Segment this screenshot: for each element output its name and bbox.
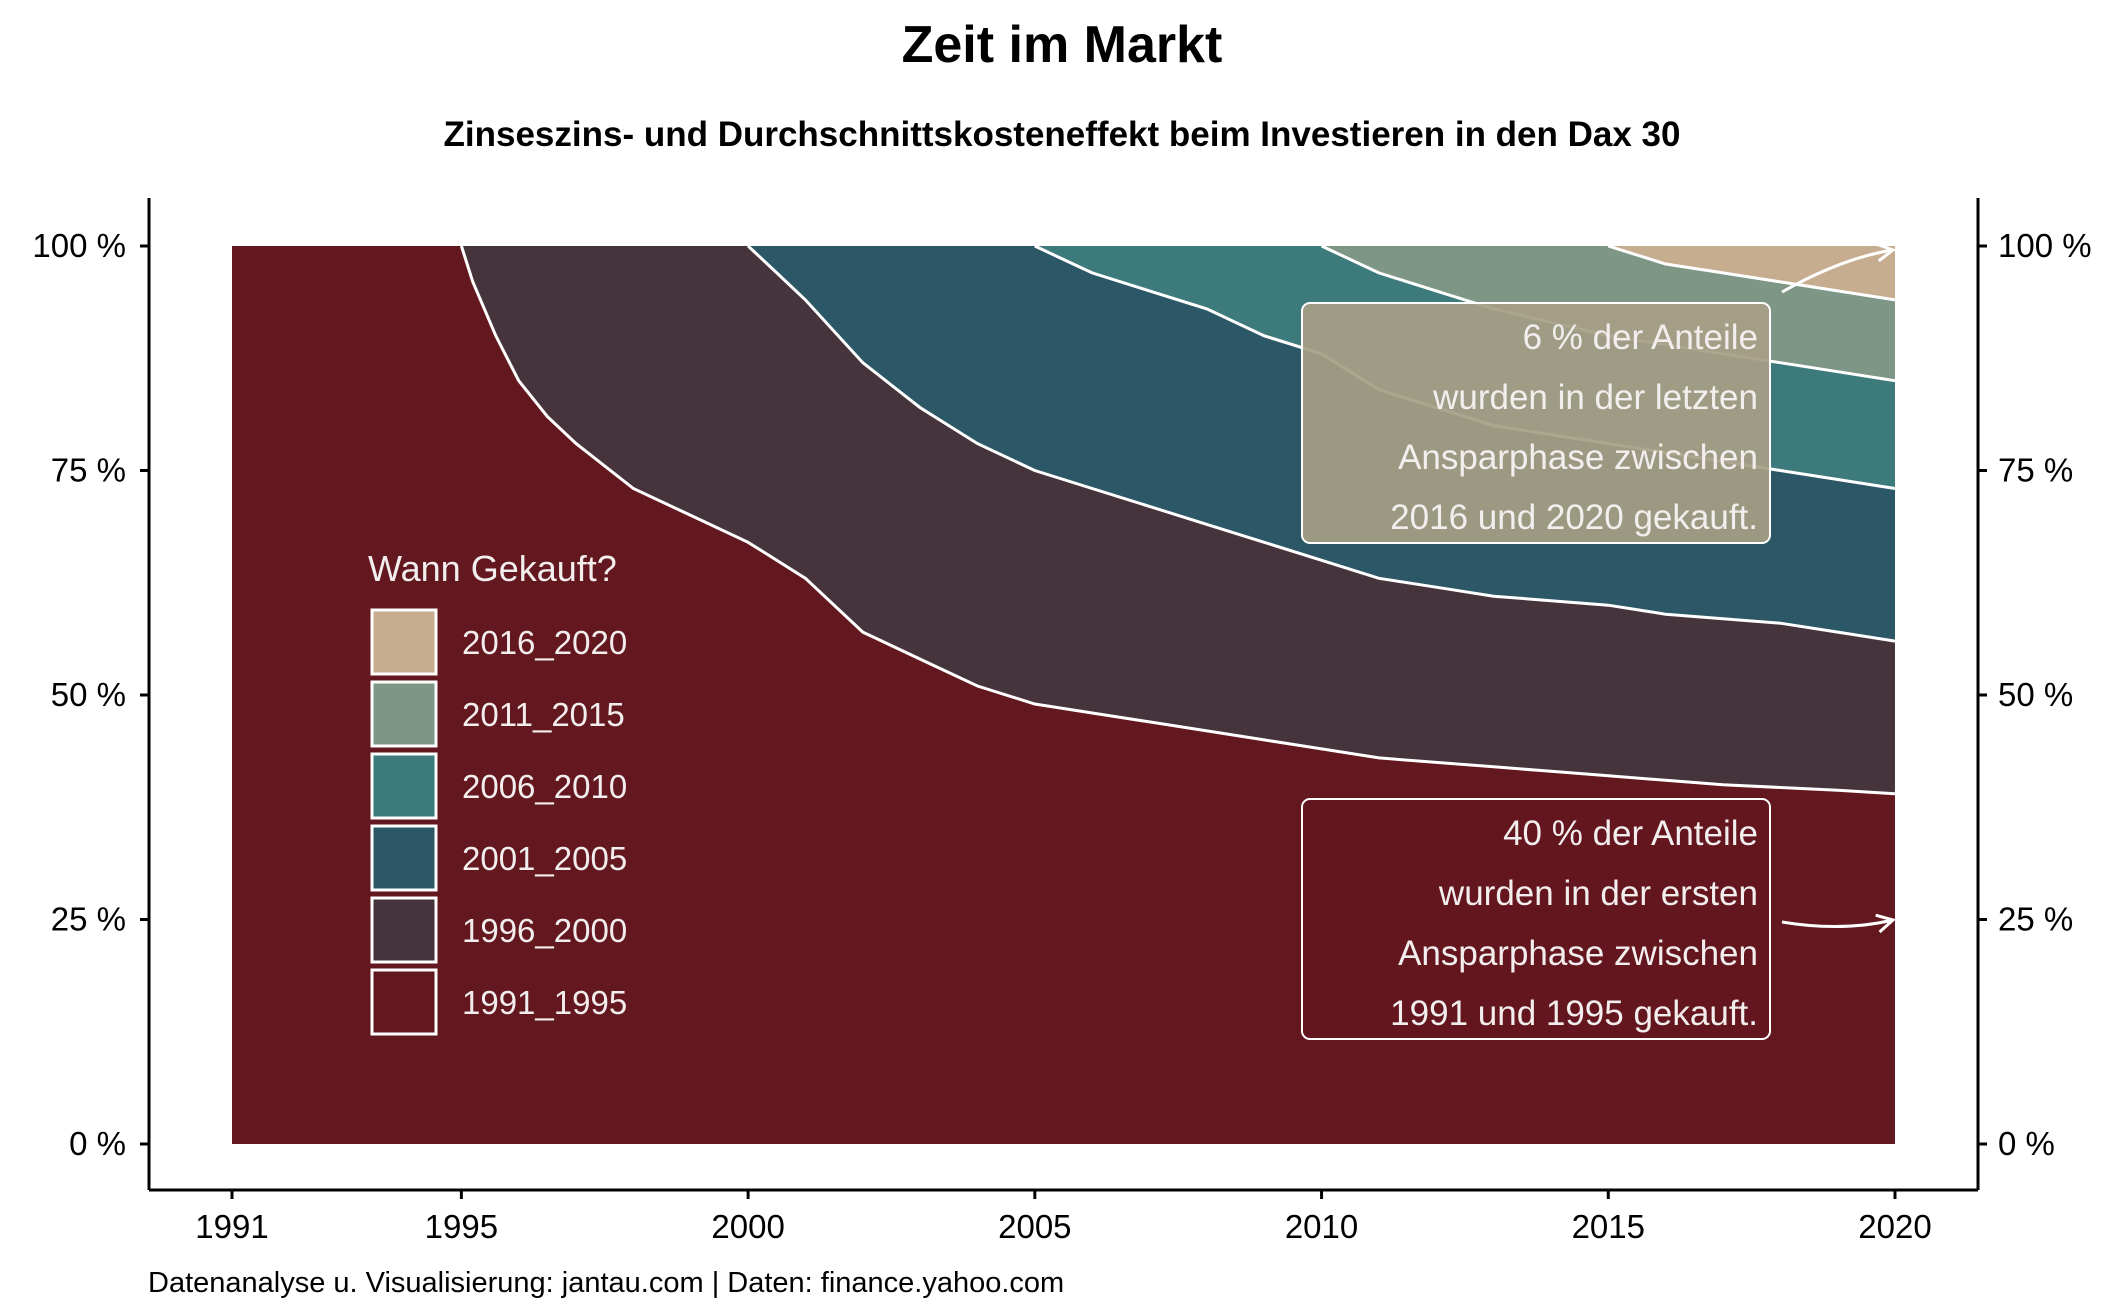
annotation-box <box>1301 798 1771 1040</box>
y-tick-label-left: 0 % <box>69 1125 126 1162</box>
chart-caption: Datenanalyse u. Visualisierung: jantau.c… <box>148 1267 1064 1299</box>
legend-swatch-2006_2010 <box>370 752 438 820</box>
annotation-arrowhead <box>1875 913 1897 934</box>
annotation-line: wurden in der letzten <box>1432 378 1758 417</box>
x-ticks: 1991 1995 2000 2005 2010 2015 2020 <box>195 1190 1932 1245</box>
x-tick-label: 1995 <box>425 1208 498 1245</box>
y-tick-label-left: 25 % <box>51 901 126 938</box>
legend-label-1991_1995: 1991_1995 <box>462 984 627 1021</box>
chart-title: Zeit im Markt <box>902 16 1223 74</box>
legend-label-1996_2000: 1996_2000 <box>462 912 627 949</box>
x-tick-label: 2015 <box>1572 1208 1645 1245</box>
x-tick-label: 2005 <box>998 1208 1071 1245</box>
annotation-arrowhead <box>1875 242 1897 263</box>
x-tick-label: 2010 <box>1285 1208 1358 1245</box>
x-tick-label: 2020 <box>1858 1208 1931 1245</box>
legend-swatch-2016_2020 <box>370 608 438 676</box>
annotation-line: 40 % der Anteile <box>1503 814 1758 853</box>
y-tick-label-right: 100 % <box>1998 227 2092 264</box>
legend-swatch-1991_1995 <box>370 968 438 1036</box>
annotation-line: wurden in der ersten <box>1438 874 1758 913</box>
annotation-arrow <box>1781 918 1894 929</box>
y-ticks-left: 0 % 25 % 50 % 75 % 100 % <box>32 227 149 1162</box>
chart-subtitle: Zinseszins- und Durchschnittskosteneffek… <box>444 115 1681 154</box>
boundary-1996_2000 <box>747 244 1896 643</box>
annotation-line: Ansparphase zwischen <box>1398 438 1758 477</box>
y-tick-label-left: 75 % <box>51 452 126 489</box>
annotations: 6 % der Anteile wurden in der letzten Ansp… <box>1301 242 1897 1040</box>
y-tick-label-right: 0 % <box>1998 1125 2055 1162</box>
legend-swatch-1996_2000 <box>370 896 438 964</box>
annotation-arrow <box>1781 248 1894 294</box>
legend-swatch-2011_2015 <box>370 680 438 748</box>
y-ticks-right: 0 % 25 % 50 % 75 % 100 % <box>1978 227 2092 1162</box>
legend: Wann Gekauft? 2016_2020 2011_2015 2006_201… <box>368 548 627 1036</box>
annotation-line: 6 % der Anteile <box>1523 318 1758 357</box>
legend-label-2001_2005: 2001_2005 <box>462 840 627 877</box>
legend-label-2016_2020: 2016_2020 <box>462 624 627 661</box>
y-tick-label-right: 50 % <box>1998 676 2073 713</box>
boundary-2011_2015 <box>1607 244 1896 302</box>
y-tick-label-left: 100 % <box>32 227 126 264</box>
boundary-1991_1995 <box>459 245 1896 796</box>
x-tick-label: 2000 <box>711 1208 784 1245</box>
annotation-line: 2016 und 2020 gekauft. <box>1390 498 1758 537</box>
legend-label-2006_2010: 2006_2010 <box>462 768 627 805</box>
y-tick-label-left: 50 % <box>51 676 126 713</box>
legend-title: Wann Gekauft? <box>368 548 617 589</box>
annotation-box <box>1301 302 1771 544</box>
x-tick-label: 1991 <box>195 1208 268 1245</box>
y-tick-label-right: 25 % <box>1998 901 2073 938</box>
legend-label-2011_2015: 2011_2015 <box>462 696 625 733</box>
annotation-line: 1991 und 1995 gekauft. <box>1390 994 1758 1033</box>
annotation-line: Ansparphase zwischen <box>1398 934 1758 973</box>
y-tick-label-right: 75 % <box>1998 452 2073 489</box>
legend-swatch-2001_2005 <box>370 824 438 892</box>
